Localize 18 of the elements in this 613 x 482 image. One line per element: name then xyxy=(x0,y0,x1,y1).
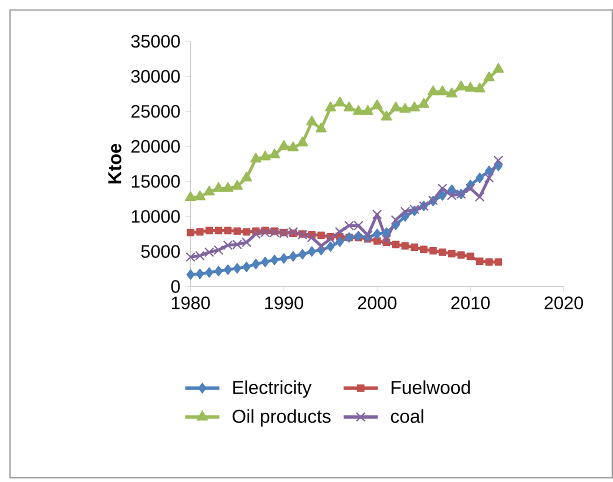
x-tick-label: 1980 xyxy=(172,296,210,310)
y-tick-label: 30000 xyxy=(131,70,180,83)
x-tick-label: 2000 xyxy=(358,296,396,310)
x-tick-label: 2020 xyxy=(544,296,583,310)
legend-label: Fuelwood xyxy=(392,380,470,394)
y-tick-label: 0 xyxy=(171,280,180,293)
y-tick-label: 5000 xyxy=(141,245,180,258)
legend-label: Electricity xyxy=(233,380,312,398)
y-tick-label: 15000 xyxy=(132,175,180,188)
y-axis-title: Ktoe xyxy=(108,144,122,184)
y-tick-label: 25000 xyxy=(131,105,180,118)
legend-label: Oil products xyxy=(232,409,331,427)
y-tick-label: 20000 xyxy=(131,140,180,153)
y-tick-label: 35000 xyxy=(131,35,180,48)
x-tick-label: 2010 xyxy=(451,296,490,310)
legend-label: coal xyxy=(390,409,424,424)
x-tick-label: 1990 xyxy=(265,296,304,310)
y-tick-label: 10000 xyxy=(132,210,180,223)
